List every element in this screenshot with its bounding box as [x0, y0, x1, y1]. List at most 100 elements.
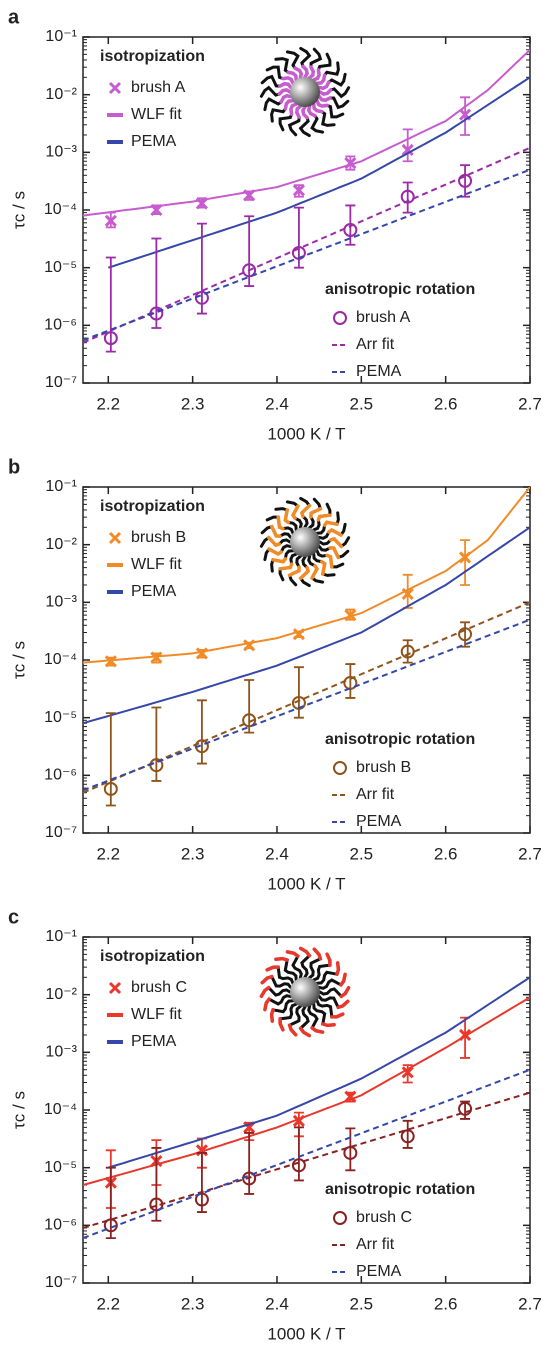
- error-bar: [402, 1119, 413, 1149]
- brush-segment: [278, 82, 293, 90]
- brush-segment: [260, 974, 274, 985]
- y-tick-label: 10⁻¹: [45, 928, 77, 945]
- y-tick-label: 10⁻⁶: [44, 1217, 77, 1234]
- x-tick-label: 2.7: [518, 394, 542, 413]
- circle-marker: [333, 761, 347, 775]
- x-axis-label: 1000 K / T: [267, 874, 345, 893]
- x-marker: [195, 647, 208, 660]
- y-tick-label: 10⁻⁵: [44, 709, 77, 726]
- y-tick-label: 10⁻⁷: [45, 824, 77, 841]
- fit-line: [108, 976, 530, 1169]
- brush-segment: [293, 66, 304, 80]
- brush-segment: [309, 507, 323, 519]
- brush-segment: [315, 99, 329, 108]
- fit-dashed-line: [83, 1091, 530, 1229]
- brush-segment: [328, 546, 340, 560]
- legend-label: PEMA: [356, 1263, 402, 1280]
- brush-segment: [317, 80, 331, 91]
- brush-segment: [278, 562, 294, 571]
- plot-area: [83, 976, 530, 1240]
- x-marker: [292, 184, 305, 197]
- brush-segment: [301, 64, 309, 79]
- brush-segment: [317, 94, 332, 102]
- legend-label: PEMA: [131, 1033, 177, 1050]
- brush-segment: [306, 104, 317, 118]
- x-tick-label: 2.3: [181, 394, 205, 413]
- x-marker: [401, 143, 414, 157]
- error-bar: [196, 222, 207, 315]
- panel: b 10⁻⁷ 10⁻⁶ 10⁻⁵ 10⁻⁴ 10⁻³ 10⁻² 10⁻¹ 2.2 2.3 2.4 2.…: [8, 456, 542, 893]
- error-bar: [105, 1166, 116, 1240]
- brush-segment: [269, 1008, 275, 1023]
- molecule-icon: [259, 496, 351, 588]
- x-tick-label: 2.7: [518, 844, 542, 863]
- brush-arm: [312, 52, 332, 82]
- fit-line: [107, 76, 530, 269]
- brush-segment: [325, 553, 334, 569]
- brush-segment: [316, 513, 332, 522]
- brush-arm: [315, 99, 345, 119]
- y-tick-label: 10⁻⁵: [44, 259, 77, 276]
- circle-marker: [343, 222, 358, 237]
- brush-segment: [278, 1017, 285, 1032]
- y-tick-label: 10⁻³: [45, 594, 77, 611]
- legend-label: brush C: [131, 979, 187, 996]
- legend-title: isotropization: [100, 948, 205, 965]
- brush-segment: [263, 997, 271, 1012]
- y-tick-label: 10⁻⁶: [44, 767, 77, 784]
- brush-segment: [276, 515, 285, 531]
- error-bar: [460, 539, 471, 586]
- legend-label: PEMA: [131, 583, 177, 600]
- brush-arm: [278, 102, 298, 132]
- brush-segment: [318, 88, 333, 96]
- circle-marker: [458, 173, 473, 188]
- y-tick-label: 10⁻⁶: [44, 317, 77, 334]
- x-tick-label: 2.6: [434, 394, 458, 413]
- circle-marker: [194, 1192, 209, 1207]
- brush-segment: [336, 999, 350, 1010]
- error-bar: [402, 128, 413, 163]
- circle-marker: [291, 1158, 306, 1173]
- brush-segment: [298, 946, 312, 958]
- error-bar: [293, 1126, 304, 1182]
- x-axis-label: 1000 K / T: [267, 1324, 345, 1343]
- x-tick-label: 2.6: [434, 844, 458, 863]
- brush-segment: [321, 1022, 336, 1028]
- error-bar: [196, 1152, 207, 1213]
- molecule-icon: [259, 46, 351, 138]
- brush-segment: [322, 520, 339, 527]
- legend-title: anisotropic rotation: [325, 281, 475, 298]
- brush-segment: [325, 952, 332, 967]
- x-axis-label: 1000 K / T: [267, 424, 345, 443]
- brush-segment: [271, 557, 288, 564]
- circle-marker: [242, 713, 257, 728]
- panel: c 10⁻⁷ 10⁻⁶ 10⁻⁵ 10⁻⁴ 10⁻³ 10⁻² 10⁻¹ 2.2 2.3 2.4 2.…: [8, 906, 542, 1343]
- brush-segment: [320, 559, 327, 576]
- x-marker: [108, 981, 122, 995]
- x-marker: [104, 214, 117, 227]
- circle-marker: [400, 644, 415, 659]
- fit-dashed-line: [83, 146, 530, 344]
- error-bar: [105, 256, 116, 353]
- y-tick-label: 10⁻²: [45, 536, 77, 553]
- molecule-icon: [259, 946, 351, 1038]
- x-marker: [150, 651, 163, 664]
- legend-label: brush B: [356, 759, 411, 776]
- x-tick-label: 2.5: [350, 1294, 374, 1313]
- brush-segment: [298, 1026, 312, 1038]
- x-tick-label: 2.2: [96, 844, 120, 863]
- brush-segment: [283, 508, 290, 525]
- y-tick-label: 10⁻³: [45, 1044, 77, 1061]
- legend-label: WLF fit: [131, 106, 182, 123]
- x-tick-label: 2.5: [350, 394, 374, 413]
- brush-segment: [315, 73, 327, 85]
- error-bar: [460, 164, 471, 198]
- circle-marker: [333, 1211, 347, 1225]
- legend-label: WLF fit: [131, 1006, 182, 1023]
- circle-marker: [343, 1145, 358, 1160]
- y-tick-label: 10⁻⁴: [44, 651, 77, 668]
- y-tick-label: 10⁻¹: [45, 478, 77, 495]
- error-bar: [196, 699, 207, 765]
- legend-label: PEMA: [356, 813, 402, 830]
